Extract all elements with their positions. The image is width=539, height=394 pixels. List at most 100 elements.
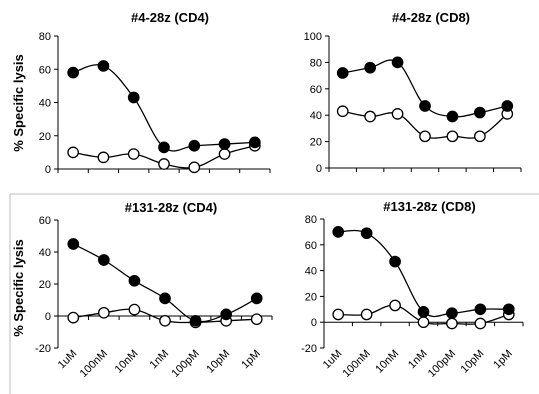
chart-4-title: #131-28z (CD8) (383, 199, 476, 214)
chart-3-y-tick-label: 60 (39, 215, 51, 227)
chart-3-y-tick-label: 0 (45, 311, 51, 323)
chart-1-title: #4-28z (CD4) (131, 10, 209, 25)
chart-1-series-open-point (188, 161, 201, 174)
chart-4-series-open-point (446, 317, 458, 330)
chart-3-series-filled-point (159, 292, 171, 305)
chart-3-x-tick-label: 10pM (204, 348, 232, 376)
chart-4-y-tick-label: 40 (305, 266, 317, 278)
chart-4-series-filled-point (474, 303, 487, 316)
chart-3-series-filled-point (250, 292, 263, 305)
chart-2-series-open-point (336, 105, 349, 118)
chart-2-series-filled-point (446, 110, 459, 123)
chart-3-x-tick-label: 1uM (56, 348, 80, 372)
chart-2-series-filled-point (336, 67, 349, 79)
chart-3-y-tick-label: -20 (35, 343, 51, 355)
chart-4-series-filled-point (417, 306, 430, 318)
chart-1-series-filled-point (127, 91, 140, 104)
chart-1-series-filled-point (158, 141, 170, 154)
chart-1-series-open-point (218, 148, 231, 160)
chart-1-series-filled-point (188, 139, 201, 152)
chart-3-series-open-point (67, 311, 80, 324)
chart-1-y-tick-label: 20 (39, 131, 51, 143)
chart-4-series-open-point (360, 308, 373, 321)
chart-1-panel: #4-28z (CD4) 0 20 40 60 80 (39, 10, 271, 176)
chart-2-y-tick-label: 40 (310, 110, 322, 122)
chart-1-y-tick-label: 80 (39, 31, 51, 43)
chart-3-series-filled-point (98, 254, 110, 266)
chart-1-series-open-point (158, 158, 170, 170)
chart-1-series-open-point (127, 148, 140, 160)
chart-4-series-filled-point (389, 255, 401, 268)
chart-4-y-tick-label: 80 (305, 214, 317, 226)
chart-4-x-tick-label: 1nM (406, 348, 430, 372)
chart-4-y-tick-label: -20 (301, 343, 317, 355)
chart-3-y-tick-label: 40 (39, 247, 51, 259)
chart-2-series-filled-point (501, 100, 514, 112)
chart-4-x-tick-label: 10nM (373, 348, 401, 376)
chart-2-y-tick-label: 100 (304, 31, 322, 43)
chart-2-series-open-point (446, 130, 459, 143)
y-axis-label-top: % Specific lysis (11, 54, 26, 152)
chart-1-y-tick-label: 40 (39, 98, 51, 110)
chart-3-y-tick-label: 20 (39, 279, 51, 291)
chart-4-series-open-point (474, 317, 487, 330)
chart-2-y-tick-label: 60 (310, 84, 322, 96)
chart-3-x-tick-label: 100nM (78, 348, 110, 380)
chart-4-x-tick-label: 100nM (340, 348, 372, 380)
chart-1-y-tick-label: 60 (39, 64, 51, 76)
chart-4-y-tick-label: 60 (305, 240, 317, 252)
chart-3-x-tick-label: 10nM (113, 348, 141, 376)
chart-1-series-filled-point (249, 136, 261, 149)
chart-1-series-filled-point (67, 66, 79, 79)
chart-1-series-filled-point (97, 60, 110, 72)
chart-2-title: #4-28z (CD8) (392, 10, 470, 25)
chart-4-series-filled-point (360, 227, 373, 240)
chart-2-series-filled-point (391, 56, 404, 69)
chart-3-series-open-point (128, 303, 141, 316)
chart-3-series-filled-point (189, 314, 202, 327)
y-axis-label-bottom: % Specific lysis (11, 239, 26, 337)
chart-3-x-tick-label: 100pM (169, 348, 201, 380)
chart-2-y-tick-label: 20 (310, 137, 322, 149)
chart-4-y-tick-label: 20 (305, 291, 317, 303)
chart-4-series-filled-point (446, 307, 458, 320)
chart-2-y-tick-label: 0 (316, 163, 322, 175)
chart-1-series-filled-line (72, 64, 255, 152)
chart-2-series-open-point (474, 130, 486, 143)
chart-1-y-tick-label: 0 (45, 164, 51, 176)
chart-3-series-open-point (98, 306, 110, 319)
chart-3-title: #131-28z (CD4) (125, 200, 218, 215)
chart-4-series-filled-point (502, 303, 515, 316)
chart-2-series-open-point (391, 108, 404, 120)
chart-1-series-open-point (67, 146, 79, 159)
chart-1-series-open-point (97, 151, 110, 164)
chart-4-x-tick-label: 1uM (321, 348, 345, 372)
chart-4-series-filled-point (332, 226, 345, 238)
chart-3-series-filled-point (67, 238, 80, 250)
chart-3-series-open-point (159, 314, 171, 327)
chart-4-x-tick-label: 10pM (459, 348, 487, 376)
chart-3-x-tick-label: 1nM (147, 348, 171, 372)
chart-4-series-open-point (389, 299, 401, 312)
chart-2-series-filled-point (364, 61, 376, 74)
chart-2-series-open-point (419, 130, 431, 143)
chart-2-series-filled-point (474, 106, 486, 119)
chart-4-series-open-point (332, 308, 345, 321)
chart-2-series-filled-point (419, 100, 431, 112)
chart-2-series-open-point (364, 110, 376, 123)
chart-4-series-open-point (417, 316, 430, 329)
chart-3-series-filled-point (220, 308, 232, 321)
chart-4-x-tick-label: 100pM (426, 348, 458, 380)
chart-2-y-tick-label: 80 (310, 57, 322, 69)
chart-4-x-tick-label: 1pM (491, 348, 515, 372)
chart-3-x-tick-label: 1pM (239, 348, 263, 372)
chart-4-series-filled-line (338, 229, 509, 318)
chart-2-panel: #4-28z (CD8) 0 20 40 60 80 100 (304, 10, 522, 175)
chart-4-y-tick-label: 0 (311, 317, 317, 329)
chart-3-series-filled-point (128, 274, 141, 287)
chart-1-series-filled-point (218, 138, 231, 150)
chart-3-series-open-point (250, 313, 263, 326)
